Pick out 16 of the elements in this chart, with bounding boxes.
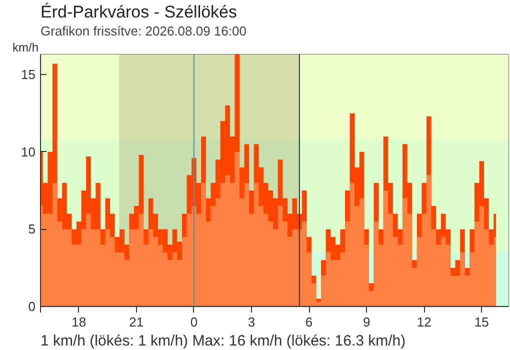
y-tick-label: 5: [28, 222, 36, 237]
text: 1 km/h (lökés: 1 km/h) Max: 16 km/h (lökés: 16.3 km/h): [40, 332, 406, 350]
y-tick-label: 0: [28, 299, 36, 314]
x-tick-label: 3: [248, 314, 256, 330]
chart-subtitle: Grafikon frissítve: 2026.08.09 16:00: [40, 24, 246, 38]
y-tick-label: 10: [21, 144, 36, 160]
x-tick-label: 12: [416, 314, 432, 330]
x-tick-label: 15: [474, 314, 489, 330]
x-tick-label: 18: [72, 314, 86, 330]
chart-title: Érd-Parkváros - Széllökés: [40, 2, 238, 22]
y-tick-label: 15: [21, 67, 36, 82]
x-tick-label: 21: [129, 314, 144, 330]
x-tick-label: 9: [362, 314, 370, 330]
y-axis-title: km/h: [12, 40, 39, 54]
x-tick-label: 0: [190, 314, 198, 330]
x-tick-label: 6: [305, 314, 313, 330]
